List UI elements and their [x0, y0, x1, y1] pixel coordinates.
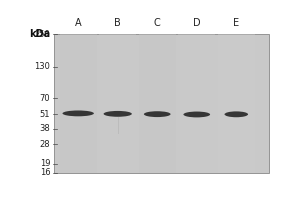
Text: C: C — [154, 18, 160, 28]
Ellipse shape — [62, 110, 94, 116]
Bar — [99, 34, 136, 173]
Text: 19: 19 — [40, 159, 50, 168]
Ellipse shape — [183, 112, 210, 117]
Text: E: E — [233, 18, 239, 28]
Ellipse shape — [224, 111, 248, 117]
Text: 38: 38 — [40, 124, 50, 133]
Bar — [218, 34, 255, 173]
Text: 250: 250 — [34, 30, 50, 39]
Ellipse shape — [103, 111, 132, 117]
Text: B: B — [114, 18, 121, 28]
Bar — [139, 34, 176, 173]
Text: 70: 70 — [40, 94, 50, 103]
Text: 16: 16 — [40, 168, 50, 177]
Text: A: A — [75, 18, 82, 28]
Text: 130: 130 — [34, 62, 50, 71]
Text: 28: 28 — [40, 140, 50, 149]
Bar — [60, 34, 97, 173]
Ellipse shape — [144, 111, 171, 117]
Text: 51: 51 — [40, 110, 50, 119]
Text: kDa: kDa — [29, 29, 50, 39]
Text: D: D — [193, 18, 201, 28]
Bar — [178, 34, 215, 173]
